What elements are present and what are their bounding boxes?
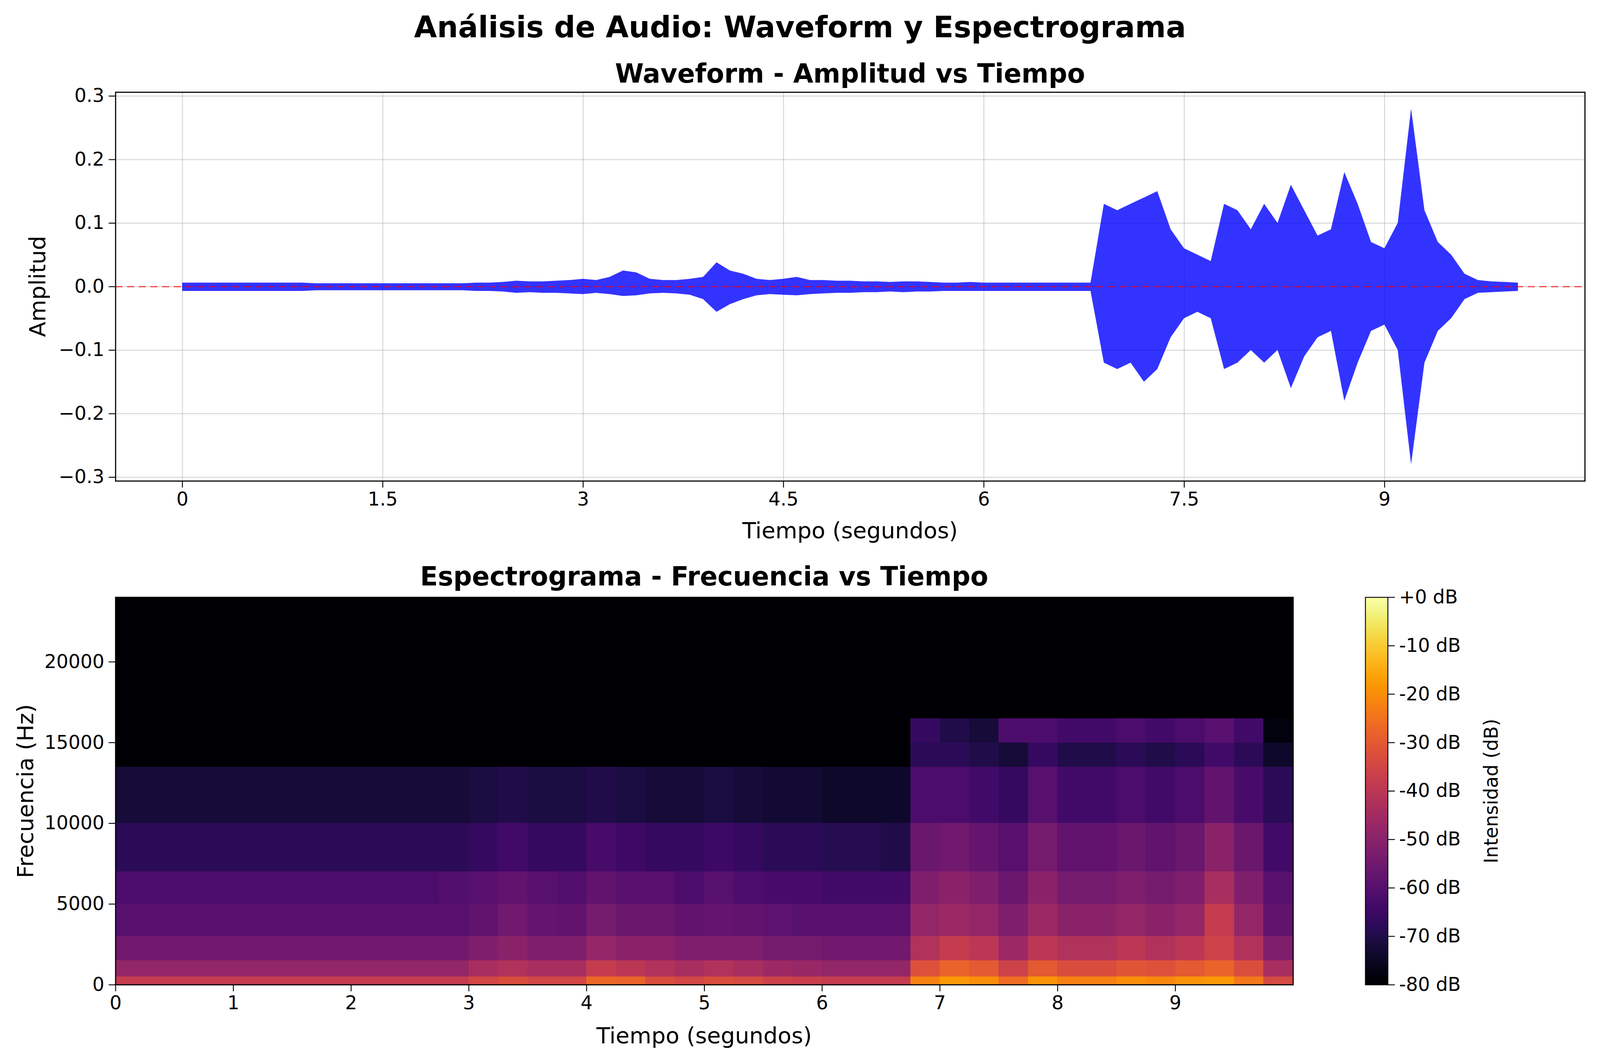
- svg-text:5000: 5000: [56, 892, 105, 915]
- svg-text:-30 dB: -30 dB: [1399, 731, 1461, 754]
- svg-text:3: 3: [577, 487, 590, 510]
- svg-text:4: 4: [580, 991, 593, 1014]
- svg-text:-50 dB: -50 dB: [1399, 827, 1461, 850]
- svg-text:0.2: 0.2: [74, 148, 105, 171]
- svg-text:7.5: 7.5: [1169, 487, 1200, 510]
- svg-text:-60 dB: -60 dB: [1399, 876, 1461, 899]
- svg-text:−0.3: −0.3: [58, 465, 105, 488]
- html-text:Análisis de Audio: Waveform y: Análisis de Audio: Waveform y Espectrogr…: [414, 9, 1186, 45]
- svg-text:-10 dB: -10 dB: [1399, 634, 1461, 657]
- html-text:Tiempo (segundos): Tiempo (segundos): [596, 1022, 812, 1049]
- svg-text:15000: 15000: [44, 731, 105, 754]
- svg-text:10000: 10000: [44, 811, 105, 834]
- svg-text:0.3: 0.3: [74, 84, 105, 107]
- svg-text:20000: 20000: [44, 650, 105, 673]
- svg-text:8: 8: [1051, 991, 1064, 1014]
- svg-text:6: 6: [816, 991, 829, 1014]
- svg-text:6: 6: [977, 487, 990, 510]
- svg-text:3: 3: [462, 991, 475, 1014]
- svg-text:0: 0: [92, 973, 105, 996]
- svg-text:−0.1: −0.1: [58, 338, 105, 361]
- svg-text:1.5: 1.5: [367, 487, 398, 510]
- svg-text:5: 5: [698, 991, 711, 1014]
- svg-text:4.5: 4.5: [768, 487, 799, 510]
- svg-text:0: 0: [176, 487, 189, 510]
- html-text:Espectrograma - Frecuencia vs: Espectrograma - Frecuencia vs Tiempo: [420, 561, 989, 592]
- html-text:Waveform - Amplitud vs Tiempo: Waveform - Amplitud vs Tiempo: [614, 58, 1086, 89]
- svg-text:+0 dB: +0 dB: [1399, 585, 1459, 608]
- html-text:Intensidad (dB): Intensidad (dB): [1480, 718, 1503, 864]
- html-text:Tiempo (segundos): Tiempo (segundos): [742, 517, 958, 544]
- svg-text:7: 7: [933, 991, 946, 1014]
- svg-text:0.1: 0.1: [74, 211, 105, 234]
- html-text:Frecuencia (Hz): Frecuencia (Hz): [12, 703, 39, 878]
- svg-text:9: 9: [1169, 991, 1182, 1014]
- svg-text:−0.2: −0.2: [58, 402, 105, 425]
- svg-text:2: 2: [345, 991, 358, 1014]
- svg-text:9: 9: [1378, 487, 1391, 510]
- svg-text:-70 dB: -70 dB: [1399, 924, 1461, 947]
- svg-text:-80 dB: -80 dB: [1399, 973, 1461, 996]
- svg-text:0.0: 0.0: [74, 275, 105, 298]
- html-text:Amplitud: Amplitud: [24, 235, 51, 338]
- svg-text:1: 1: [227, 991, 240, 1014]
- svg-text:0: 0: [109, 991, 122, 1014]
- svg-text:-20 dB: -20 dB: [1399, 682, 1461, 705]
- svg-text:-40 dB: -40 dB: [1399, 779, 1461, 802]
